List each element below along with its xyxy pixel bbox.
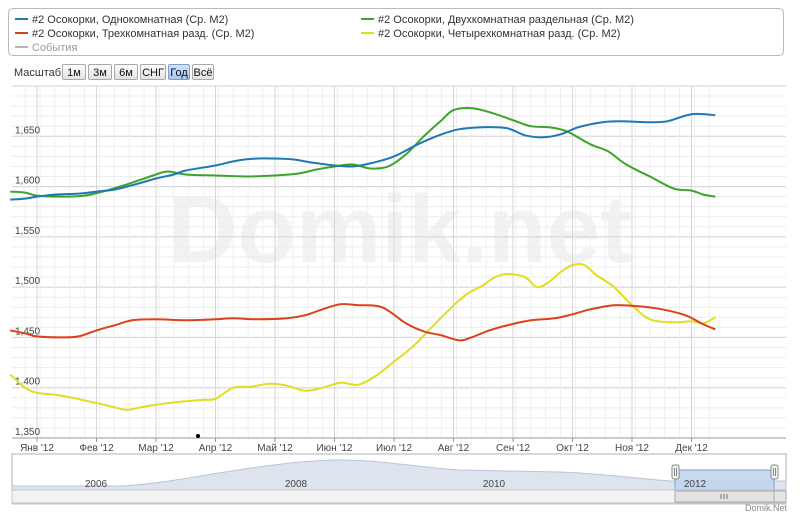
scrollbar-right-arrow[interactable] [773, 490, 787, 503]
legend-item-3[interactable]: #2 Осокорки, Трехкомнатная разд. (Ср. М2… [15, 28, 254, 41]
navigator[interactable]: 2006 2008 2010 2012 [11, 453, 787, 505]
legend-swatch [361, 32, 374, 35]
y-tick-label: 1,600 [15, 176, 40, 187]
zoom-label: Масштаб [14, 67, 62, 79]
series-line-4[interactable] [9, 262, 716, 411]
y-tick-label: 1,350 [15, 427, 40, 438]
legend-label: События [32, 42, 78, 54]
navigator-handle-left[interactable] [671, 464, 680, 480]
series-line-2[interactable] [10, 107, 716, 198]
x-tick-label: Июн '12 [316, 443, 352, 454]
zoom-button-2[interactable]: 6м [114, 64, 138, 80]
legend-label: #2 Осокорки, Четырехкомнатная разд. (Ср.… [378, 28, 621, 40]
x-tick-label: Фев '12 [79, 443, 114, 454]
x-tick-label: Сен '12 [496, 443, 531, 454]
legend-label: #2 Осокорки, Трехкомнатная разд. (Ср. М2… [32, 28, 255, 40]
x-tick-label: Май '12 [257, 443, 293, 454]
y-tick-label: 1,550 [15, 226, 40, 237]
scrollbar-track[interactable] [11, 489, 787, 504]
x-tick-label: Июл '12 [376, 443, 413, 454]
legend-item-events[interactable]: События [15, 42, 77, 55]
y-tick-label: 1,450 [15, 326, 40, 337]
series-line-1[interactable] [10, 112, 716, 201]
x-tick-label: Ноя '12 [615, 443, 649, 454]
legend-label: #2 Осокорки, Однокомнатная (Ср. М2) [32, 14, 229, 26]
navigator-year-label: 2012 [684, 479, 707, 490]
navigator-handle-right[interactable] [770, 464, 779, 480]
watermark: Domik.net [168, 176, 632, 283]
zoom-button-1[interactable]: 3м [88, 64, 112, 80]
x-tick-label: Дек '12 [675, 443, 708, 454]
legend-item-2[interactable]: #2 Осокорки, Двухкомнатная раздельная (С… [361, 14, 634, 27]
legend-label: #2 Осокорки, Двухкомнатная раздельная (С… [378, 14, 634, 26]
x-tick-label: Мар '12 [138, 443, 174, 454]
y-tick-label: 1,650 [15, 125, 40, 136]
legend-swatch [15, 18, 28, 21]
legend-item-4[interactable]: #2 Осокорки, Четырехкомнатная разд. (Ср.… [361, 28, 620, 41]
x-tick-label: Апр '12 [199, 443, 233, 454]
zoom-button-4[interactable]: Год [168, 64, 190, 80]
x-tick-label: Янв '12 [20, 443, 54, 454]
credit-text: Domik.Net [745, 503, 788, 513]
x-tick-label: Окт '12 [556, 443, 589, 454]
legend: #2 Осокорки, Однокомнатная (Ср. М2) #2 Ос… [8, 8, 784, 56]
legend-swatch [15, 32, 28, 35]
event-marker[interactable] [196, 434, 200, 438]
zoom-button-0[interactable]: 1м [62, 64, 86, 80]
zoom-button-5[interactable]: Всё [192, 64, 214, 80]
zoom-button-3[interactable]: СНГ [140, 64, 166, 80]
navigator-year-label: 2008 [285, 479, 308, 490]
navigator-year-label: 2010 [483, 479, 506, 490]
legend-swatch [361, 18, 374, 21]
navigator-year-label: 2006 [85, 479, 108, 490]
y-tick-label: 1,400 [15, 377, 40, 388]
legend-item-1[interactable]: #2 Осокорки, Однокомнатная (Ср. М2) [15, 14, 228, 27]
series-line-3[interactable] [10, 303, 716, 342]
y-tick-label: 1,500 [15, 276, 40, 287]
legend-swatch [15, 46, 28, 49]
x-tick-label: Авг '12 [438, 443, 470, 454]
